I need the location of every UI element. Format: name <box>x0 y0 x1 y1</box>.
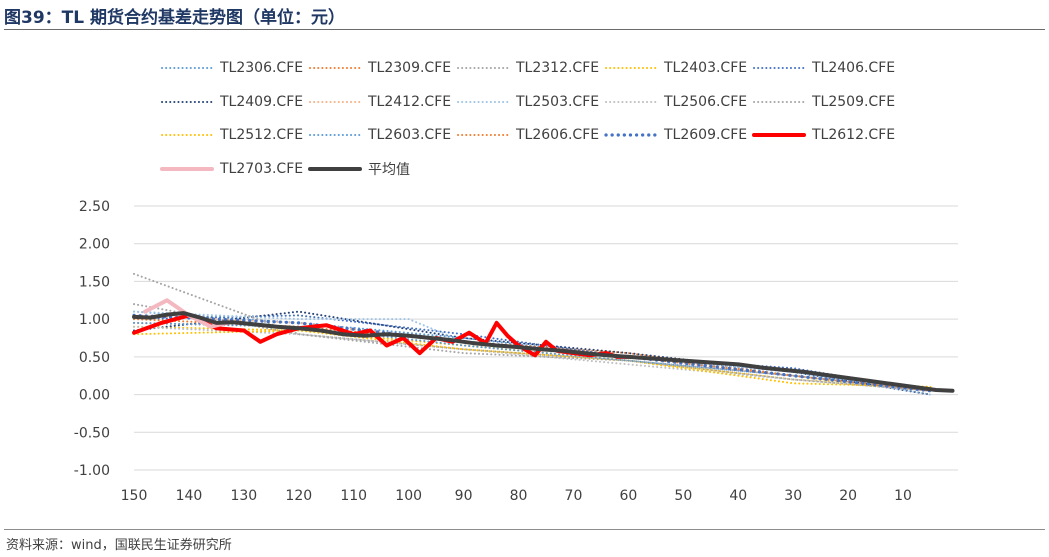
y-tick-label: -0.50 <box>74 425 110 441</box>
x-tick-label: 50 <box>674 488 692 504</box>
legend-label: TL2406.CFE <box>812 60 896 76</box>
legend-swatch <box>753 100 805 103</box>
legend-label: TL2606.CFE <box>516 127 600 143</box>
legend-swatch <box>752 133 806 137</box>
legend-label: TL2603.CFE <box>368 127 452 143</box>
x-tick-label: 30 <box>784 488 802 504</box>
legend-label: TL2612.CFE <box>812 127 896 143</box>
source-note: 资料来源：wind，国联民生证券研究所 <box>6 538 232 553</box>
y-tick-label: 0.50 <box>79 350 110 366</box>
series-line <box>133 329 932 388</box>
x-tick-label: 90 <box>455 488 473 504</box>
y-tick-label: 0.00 <box>79 388 110 404</box>
legend-swatch <box>457 100 509 103</box>
legend-swatch <box>309 134 361 136</box>
series-line <box>133 303 932 392</box>
y-tick-label: 1.00 <box>79 312 110 328</box>
legend-swatch <box>161 67 213 69</box>
legend-swatch <box>605 100 657 103</box>
legend-item: TL2312.CFE <box>456 56 599 80</box>
legend-item: TL2412.CFE <box>308 90 451 114</box>
legend-item: TL2503.CFE <box>456 90 599 114</box>
legend-item: TL2603.CFE <box>308 123 451 147</box>
x-tick-label: 140 <box>176 488 203 504</box>
legend-item: TL2403.CFE <box>604 56 747 80</box>
legend-label: TL2403.CFE <box>664 60 748 76</box>
legend-swatch <box>457 134 509 136</box>
series-line <box>133 325 932 392</box>
legend-label: TL2506.CFE <box>664 93 748 110</box>
y-tick-label: 2.50 <box>79 199 110 215</box>
chart-title: 图39：TL 期货合约基差走势图（单位：元） <box>4 8 346 28</box>
source-divider <box>4 529 1045 530</box>
legend-swatch <box>605 67 657 69</box>
legend-label: TL2409.CFE <box>220 93 304 110</box>
x-tick-label: 60 <box>619 488 637 504</box>
legend-item: TL2703.CFE <box>160 157 303 181</box>
legend-label: TL2609.CFE <box>664 127 748 143</box>
legend-item: 平均值 <box>308 157 410 181</box>
legend-label: TL2306.CFE <box>220 60 304 76</box>
legend-item: TL2409.CFE <box>160 90 303 114</box>
legend-item: TL2509.CFE <box>752 90 895 114</box>
legend-swatch <box>160 166 214 171</box>
legend-item: TL2306.CFE <box>160 56 303 80</box>
legend-swatch <box>753 67 805 69</box>
legend-swatch <box>457 67 509 69</box>
legend-swatch <box>309 100 361 103</box>
legend-item: TL2406.CFE <box>752 56 895 80</box>
legend-label: TL2512.CFE <box>220 127 304 143</box>
legend-item: TL2606.CFE <box>456 123 599 147</box>
x-tick-label: 130 <box>230 488 257 504</box>
y-tick-label: -1.00 <box>74 463 110 479</box>
legend-label: TL2503.CFE <box>516 93 600 110</box>
series-line <box>132 311 955 393</box>
x-tick-label: 20 <box>839 488 857 504</box>
x-tick-label: 120 <box>285 488 312 504</box>
legend-label: TL2309.CFE <box>368 60 452 76</box>
x-tick-label: 100 <box>395 488 422 504</box>
legend-swatch <box>309 67 361 69</box>
x-tick-label: 40 <box>729 488 747 504</box>
legend-item: TL2309.CFE <box>308 56 451 80</box>
x-tick-label: 70 <box>565 488 583 504</box>
legend-swatch <box>161 134 213 136</box>
legend-swatch <box>161 100 213 103</box>
x-tick-label: 10 <box>894 488 912 504</box>
legend-item: TL2512.CFE <box>160 123 303 147</box>
legend-item: TL2612.CFE <box>752 123 895 147</box>
y-tick-label: 2.00 <box>79 237 110 253</box>
line-chart: 2.50 2.00 1.50 1.00 0.50 0.00 -0.50 -1.00 150 14… <box>74 199 958 504</box>
legend-item: TL2609.CFE <box>604 123 747 147</box>
y-tick-label: 1.50 <box>79 274 110 290</box>
legend-label: TL2412.CFE <box>368 93 452 110</box>
x-tick-label: 110 <box>340 488 367 504</box>
legend-label: TL2312.CFE <box>516 60 600 76</box>
legend-label: TL2703.CFE <box>220 160 304 177</box>
legend-item: TL2506.CFE <box>604 90 747 114</box>
legend-label: TL2509.CFE <box>812 93 896 110</box>
x-tick-label: 150 <box>121 488 148 504</box>
legend-swatch <box>604 133 658 137</box>
legend-label: 平均值 <box>368 161 410 178</box>
x-tick-label: 80 <box>510 488 528 504</box>
legend-swatch <box>308 166 362 171</box>
title-divider <box>4 29 1045 30</box>
